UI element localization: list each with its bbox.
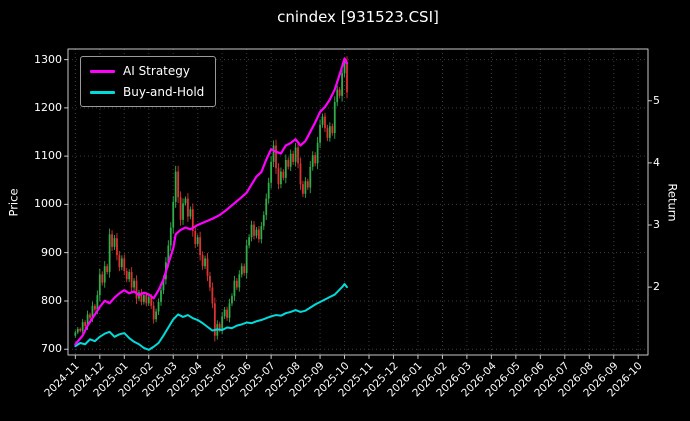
y-axis-label-return: Return [665, 183, 680, 222]
legend-label-ai-strategy: AI Strategy [123, 64, 190, 78]
legend-item-ai-strategy: AI Strategy [90, 64, 204, 78]
ai-strategy-line-swatch [90, 69, 115, 73]
legend-item-buy-and-hold: Buy-and-Hold [90, 85, 204, 99]
buy-and-hold-line-swatch [90, 90, 115, 94]
legend: AI Strategy Buy-and-Hold [80, 56, 217, 107]
legend-label-buy-and-hold: Buy-and-Hold [123, 85, 205, 99]
y-axis-label-price: Price [6, 188, 21, 217]
chart-title: cnindex [931523.CSI] [277, 8, 439, 26]
